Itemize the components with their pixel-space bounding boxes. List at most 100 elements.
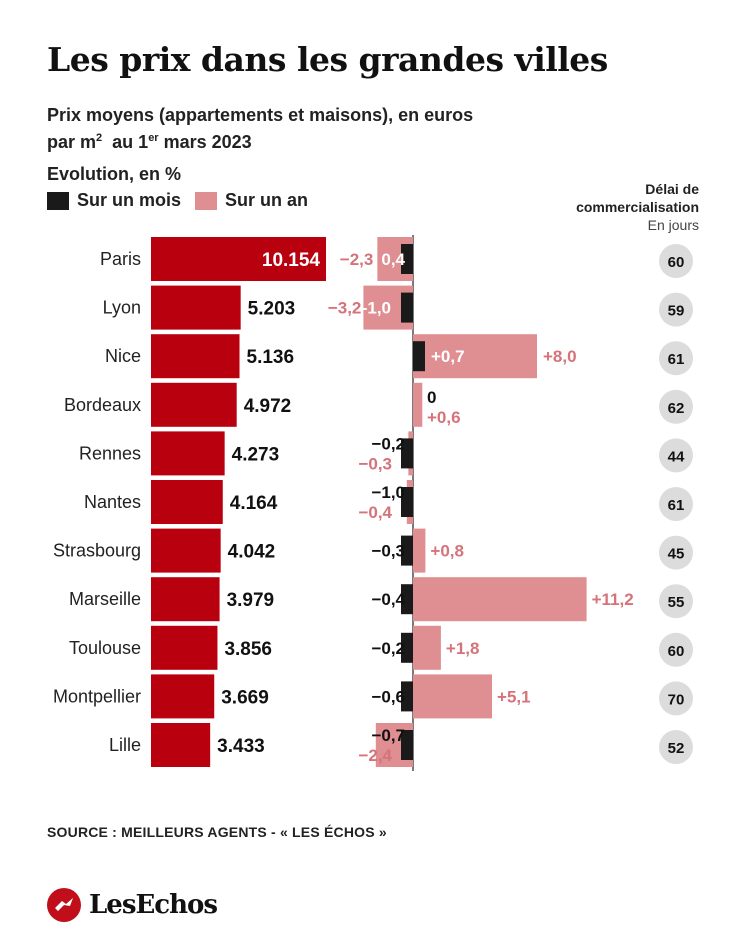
month-change-label: −0,6 <box>371 687 405 706</box>
les-echos-logo: LesEchos <box>47 888 218 922</box>
price-value-label: 3.669 <box>221 687 269 708</box>
source-note: SOURCE : MEILLEURS AGENTS - « LES ÉCHOS … <box>47 824 387 840</box>
month-change-bar <box>401 438 413 469</box>
month-change-label: −0,3 <box>371 542 405 561</box>
month-change-bar <box>401 487 413 517</box>
subtitle-line2-a: par m <box>47 132 97 152</box>
price-bar <box>151 480 223 524</box>
logo-text: LesEchos <box>89 890 218 920</box>
price-bar <box>151 382 237 427</box>
year-change-bar <box>413 674 493 719</box>
delai-circle <box>659 730 693 764</box>
month-change-label: 0 <box>427 388 436 407</box>
category-label: Nantes <box>84 492 141 512</box>
chart-title: Les prix dans les grandes villes <box>47 40 608 79</box>
price-bar <box>151 528 221 573</box>
price-bar <box>151 723 211 767</box>
delai-circle <box>659 584 693 619</box>
delai-header: Délai de commercialisation En jours <box>576 180 699 234</box>
delai-value-label: 59 <box>668 303 685 320</box>
month-change-bar <box>401 535 413 566</box>
delai-circle <box>659 341 693 376</box>
delai-circle <box>659 487 693 521</box>
year-change-label: −0,4 <box>358 503 392 522</box>
legend-label-month: Sur un mois <box>77 190 182 210</box>
price-value-label: 4.042 <box>228 542 276 563</box>
delai-line1: Délai de <box>645 181 699 197</box>
delai-value-label: 52 <box>668 740 685 757</box>
price-value-label: 4.164 <box>230 493 278 514</box>
price-value-label: 3.856 <box>224 639 272 660</box>
year-change-label: −2,4 <box>358 746 392 765</box>
year-change-label: −3,2 <box>328 299 362 318</box>
year-change-bar <box>413 577 587 622</box>
delai-value-label: 45 <box>668 546 685 563</box>
chart-canvas: Paris 10.154 0,4 −2,3 60 Lyon 5.203 -1,0−3,2 59 N… <box>53 235 693 771</box>
month-change-bar <box>401 244 413 274</box>
price-value-label: 5.136 <box>247 347 295 368</box>
delai-circle <box>659 632 693 667</box>
delai-value-label: 60 <box>668 254 685 271</box>
delai-value-label: 61 <box>668 351 685 368</box>
year-change-label: +0,6 <box>427 408 461 427</box>
price-bar <box>151 577 220 622</box>
delai-value-label: 62 <box>668 400 685 417</box>
month-change-bar <box>413 341 425 372</box>
delai-value-label: 60 <box>668 643 685 660</box>
year-change-label: +11,2 <box>592 590 634 609</box>
year-change-bar <box>413 382 423 427</box>
price-value-label: 10.154 <box>262 250 321 271</box>
delai-value-label: 55 <box>668 594 685 611</box>
category-label: Bordeaux <box>64 395 141 415</box>
delai-value-label: 70 <box>668 691 685 708</box>
category-label: Lyon <box>103 298 141 318</box>
delai-circle <box>659 389 693 424</box>
category-label: Toulouse <box>69 638 141 658</box>
price-bar <box>151 431 225 476</box>
legend-swatch-month <box>47 191 69 210</box>
price-value-label: 3.433 <box>217 736 265 757</box>
category-label: Rennes <box>79 443 141 463</box>
month-change-label: 0,4 <box>381 250 405 269</box>
chart-subtitle: Prix moyens (appartements et maisons), e… <box>47 104 527 154</box>
month-change-label: -1,0 <box>362 299 391 318</box>
legend-title: Evolution, en % <box>47 164 182 184</box>
month-change-bar <box>401 584 413 615</box>
subtitle-line2-b: au 1 <box>102 132 149 152</box>
price-value-label: 4.972 <box>244 396 292 417</box>
delai-unit: En jours <box>647 217 699 233</box>
month-change-bar <box>401 681 413 712</box>
year-change-label: +1,8 <box>446 639 480 658</box>
price-bar <box>151 237 326 281</box>
year-change-bar <box>413 625 441 670</box>
delai-circle <box>659 535 693 570</box>
month-change-label: −0,4 <box>371 590 405 609</box>
price-value-label: 4.273 <box>232 444 280 465</box>
month-change-label: −0,7 <box>371 726 405 745</box>
legend-swatch-year <box>195 191 218 210</box>
delai-circle <box>659 244 693 278</box>
price-bar <box>151 674 215 719</box>
price-value-label: 3.979 <box>227 590 275 611</box>
category-label: Nice <box>105 346 141 366</box>
price-bar <box>151 285 241 330</box>
month-change-label: +0,7 <box>431 347 465 366</box>
legend-item-year: Sur un an <box>195 190 308 211</box>
category-label: Montpellier <box>53 686 141 706</box>
subtitle-sup-b: er <box>148 132 159 144</box>
month-change-label: −1,0 <box>371 483 405 502</box>
legend: Sur un mois Sur un an <box>47 190 322 211</box>
delai-circle <box>659 438 693 473</box>
les-echos-emblem-icon <box>47 888 81 922</box>
year-change-label: −2,3 <box>340 250 374 269</box>
legend-item-month: Sur un mois <box>47 190 181 211</box>
year-change-bar <box>413 528 426 573</box>
price-value-label: 5.203 <box>248 299 296 320</box>
year-change-label: +0,8 <box>430 542 464 561</box>
month-change-bar <box>401 730 413 760</box>
subtitle-line1: Prix moyens (appartements et maisons), e… <box>47 105 474 125</box>
delai-value-label: 61 <box>668 497 685 514</box>
delai-value-label: 44 <box>668 448 685 465</box>
month-change-bar <box>401 632 413 663</box>
year-change-bar <box>413 334 537 379</box>
